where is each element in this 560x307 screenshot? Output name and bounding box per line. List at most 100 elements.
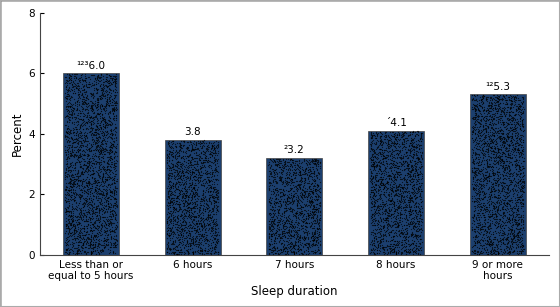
Point bbox=[500, 230, 508, 235]
Point bbox=[495, 106, 504, 111]
Point bbox=[281, 205, 290, 210]
Point bbox=[269, 177, 278, 182]
Point bbox=[76, 235, 85, 240]
Point bbox=[77, 169, 86, 174]
Point bbox=[502, 200, 511, 205]
Point bbox=[391, 137, 400, 142]
Point bbox=[65, 237, 74, 242]
Point bbox=[273, 159, 282, 164]
Point bbox=[407, 205, 416, 210]
Point bbox=[519, 159, 528, 164]
Point bbox=[507, 133, 516, 138]
Point bbox=[92, 147, 101, 152]
Point bbox=[193, 192, 202, 197]
Point bbox=[164, 199, 172, 204]
Point bbox=[74, 154, 83, 159]
Point bbox=[190, 239, 199, 243]
Point bbox=[502, 237, 511, 242]
Point bbox=[92, 223, 101, 228]
Point bbox=[95, 76, 104, 80]
Point bbox=[71, 218, 80, 223]
Point bbox=[284, 215, 293, 220]
Point bbox=[497, 185, 506, 190]
Point bbox=[165, 175, 174, 180]
Point bbox=[177, 232, 186, 237]
Point bbox=[211, 163, 220, 168]
Point bbox=[94, 126, 103, 131]
Point bbox=[61, 185, 70, 190]
Point bbox=[202, 144, 211, 149]
Point bbox=[500, 158, 508, 163]
Point bbox=[80, 191, 88, 196]
Point bbox=[474, 180, 483, 185]
Point bbox=[184, 204, 193, 209]
Point bbox=[169, 181, 178, 186]
Point bbox=[494, 193, 503, 198]
Point bbox=[370, 242, 379, 247]
Point bbox=[176, 187, 185, 192]
Point bbox=[79, 205, 88, 210]
Point bbox=[165, 149, 174, 154]
Point bbox=[62, 166, 71, 171]
Point bbox=[87, 103, 96, 108]
Point bbox=[303, 249, 312, 254]
Point bbox=[94, 243, 102, 248]
Point bbox=[380, 148, 389, 153]
Point bbox=[300, 192, 309, 197]
Point bbox=[474, 114, 483, 119]
Point bbox=[82, 83, 91, 88]
Point bbox=[197, 168, 206, 173]
Point bbox=[491, 95, 500, 100]
Point bbox=[192, 204, 200, 209]
Point bbox=[167, 185, 176, 190]
Point bbox=[494, 131, 503, 136]
Point bbox=[111, 138, 120, 143]
Point bbox=[77, 172, 86, 177]
Point bbox=[65, 115, 74, 119]
Point bbox=[206, 149, 215, 154]
Point bbox=[370, 220, 379, 225]
Point bbox=[106, 148, 115, 153]
Point bbox=[503, 110, 512, 115]
Point bbox=[267, 250, 276, 255]
Point bbox=[195, 208, 204, 212]
Point bbox=[487, 181, 496, 186]
Point bbox=[400, 185, 409, 189]
Point bbox=[477, 159, 486, 164]
Point bbox=[174, 201, 183, 206]
Point bbox=[208, 212, 217, 217]
Point bbox=[104, 175, 113, 180]
Point bbox=[517, 199, 526, 204]
Point bbox=[169, 209, 178, 214]
Point bbox=[477, 214, 486, 219]
Point bbox=[397, 185, 406, 190]
Point bbox=[380, 185, 389, 189]
Point bbox=[186, 152, 195, 157]
Point bbox=[369, 247, 378, 252]
Point bbox=[469, 208, 478, 213]
Point bbox=[91, 161, 100, 166]
Point bbox=[188, 210, 197, 215]
Point bbox=[483, 241, 492, 246]
Point bbox=[506, 226, 515, 231]
Point bbox=[306, 194, 315, 199]
Point bbox=[270, 187, 279, 192]
Point bbox=[491, 244, 500, 249]
Point bbox=[264, 231, 273, 236]
Point bbox=[486, 103, 495, 107]
Point bbox=[404, 234, 413, 239]
Point bbox=[408, 142, 417, 146]
Point bbox=[412, 146, 421, 151]
Point bbox=[369, 187, 378, 192]
Point bbox=[68, 138, 77, 143]
Point bbox=[481, 172, 490, 177]
Point bbox=[184, 204, 193, 209]
Point bbox=[489, 106, 498, 111]
Point bbox=[183, 194, 192, 199]
Point bbox=[473, 167, 482, 172]
Point bbox=[405, 147, 414, 152]
Point bbox=[191, 158, 200, 163]
Point bbox=[479, 192, 488, 197]
Point bbox=[500, 111, 509, 115]
Point bbox=[406, 232, 415, 237]
